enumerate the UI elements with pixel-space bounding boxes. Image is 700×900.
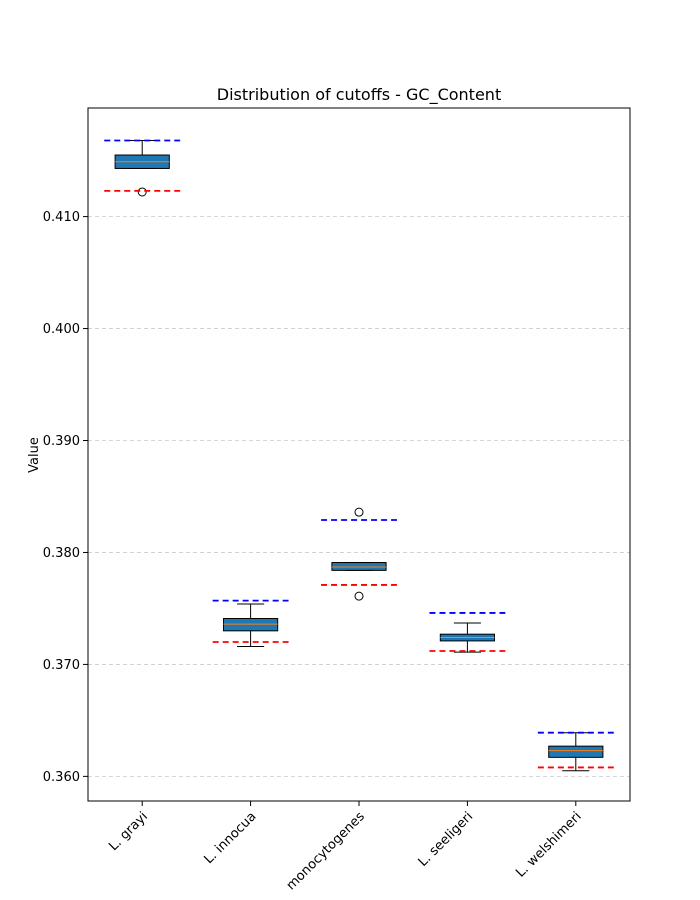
chart-title: Distribution of cutoffs - GC_Content [217,85,501,105]
box-group [537,731,614,772]
x-tick-label: L. innocua [202,809,260,867]
y-tick-label: 0.360 [43,770,80,785]
y-tick-label: 0.370 [43,658,80,673]
outlier-point [137,187,147,197]
box-group [429,612,506,653]
outlier-point [354,507,364,517]
box-iqr [331,562,387,571]
box-group [212,599,289,648]
x-axis-ticks: L. grayi L. innocua monocytogenes L. seelig… [106,801,585,893]
x-tick-label: L. seeligeri [416,809,477,870]
box-group [321,507,397,601]
y-tick-label: 0.380 [43,546,80,561]
grid-lines [88,216,630,777]
y-tick-label: 0.400 [43,322,80,337]
box-iqr [223,618,279,632]
x-tick-label: L. grayi [106,809,151,854]
box-iqr [548,745,604,758]
plot-area [104,139,614,772]
box-group [104,139,181,197]
plot-frame [87,107,631,802]
y-axis-ticks: 0.360 0.370 0.380 0.390 0.400 0.410 [43,210,88,785]
x-tick-label: L. welshimeri [513,809,584,880]
y-axis-label: Value [27,437,42,473]
y-tick-label: 0.410 [43,210,80,225]
y-tick-label: 0.390 [43,434,80,449]
x-tick-label: monocytogenes [284,809,368,893]
outlier-point [354,591,364,601]
